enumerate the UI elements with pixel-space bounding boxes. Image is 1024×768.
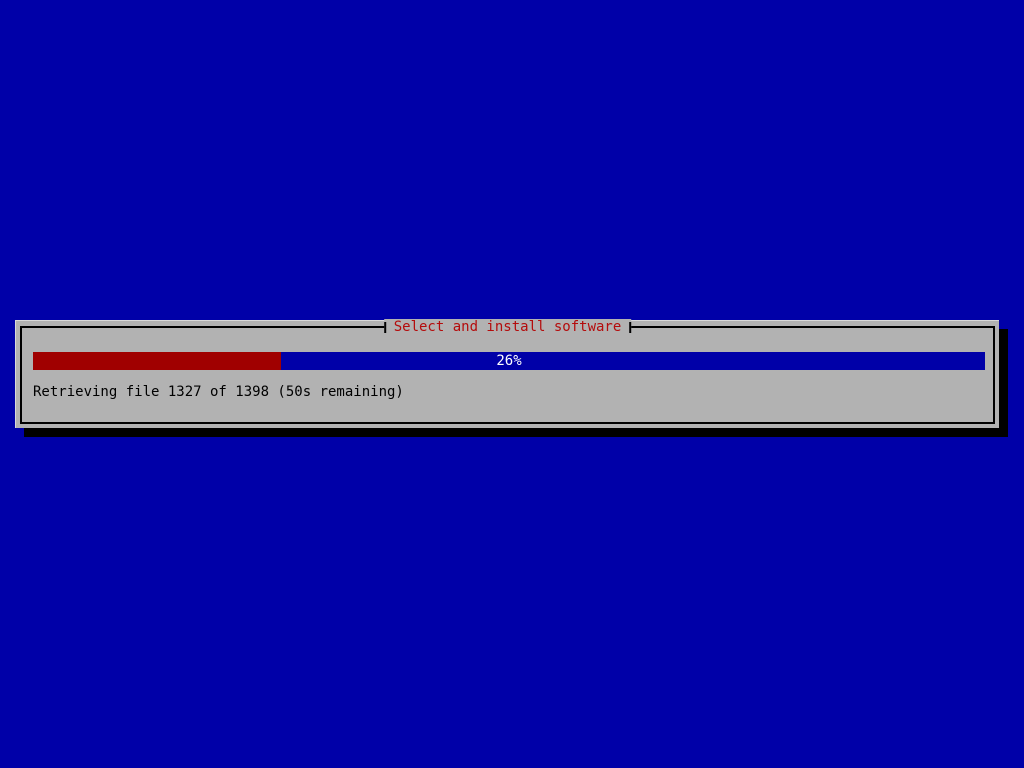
title-right-tick-icon <box>629 321 632 333</box>
install-progress-dialog: Select and install software 26% Retrievi… <box>15 319 999 428</box>
status-text: Retrieving file 1327 of 1398 (50s remain… <box>33 384 404 400</box>
dialog-title: Select and install software <box>383 319 632 335</box>
progress-bar: 26% <box>33 352 985 370</box>
dialog-title-text: Select and install software <box>393 319 622 335</box>
progress-percent-label: 26% <box>496 353 522 369</box>
dialog-border <box>20 326 995 424</box>
progress-bar-fill <box>33 352 281 370</box>
